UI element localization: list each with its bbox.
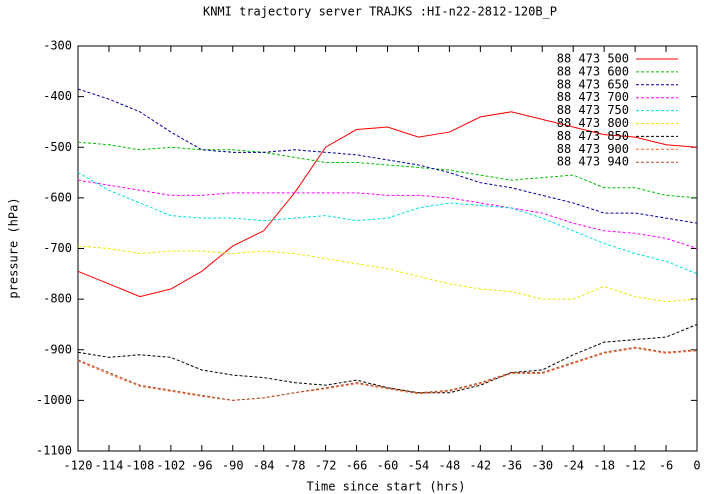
x-tick-label: -84: [253, 459, 275, 473]
x-tick-label: -90: [222, 459, 244, 473]
x-tick-label: -72: [315, 459, 337, 473]
x-tick-label: -120: [64, 459, 93, 473]
x-tick-label: -78: [284, 459, 306, 473]
series-line: [77, 346, 698, 401]
legend-label: 88 473 500: [557, 52, 629, 66]
x-tick-label: 0: [693, 459, 700, 473]
x-tick-label: -48: [439, 459, 461, 473]
x-tick-label: -102: [156, 459, 185, 473]
y-tick-label: -1100: [36, 444, 72, 458]
x-tick-label: -42: [470, 459, 492, 473]
legend-label: 88 473 940: [557, 155, 629, 169]
x-tick-label: -18: [593, 459, 615, 473]
legend-label: 88 473 800: [557, 116, 629, 130]
legend-label: 88 473 850: [557, 129, 629, 143]
series-line: [77, 172, 698, 275]
chart-title: KNMI trajectory server TRAJKS :HI-n22-28…: [203, 5, 557, 19]
x-tick-label: -114: [94, 459, 123, 473]
y-axis-label: pressure (hPa): [7, 197, 21, 298]
y-tick-label: -500: [43, 140, 72, 154]
series-line: [77, 347, 698, 401]
series-line: [77, 111, 698, 298]
series-line: [77, 88, 698, 224]
x-tick-label: -6: [659, 459, 673, 473]
y-tick-label: -900: [43, 342, 72, 356]
x-tick-label: -60: [377, 459, 399, 473]
x-tick-label: -12: [624, 459, 646, 473]
series-line: [77, 141, 698, 199]
series-line: [77, 323, 698, 394]
x-tick-label: -24: [562, 459, 584, 473]
x-axis-label: Time since start (hrs): [307, 480, 466, 494]
x-tick-label: -96: [191, 459, 213, 473]
legend-label: 88 473 650: [557, 77, 629, 91]
x-tick-label: -108: [125, 459, 154, 473]
x-tick-label: -54: [408, 459, 430, 473]
series-line: [77, 245, 698, 303]
x-tick-label: -36: [500, 459, 522, 473]
y-tick-label: -600: [43, 190, 72, 204]
y-tick-label: -800: [43, 292, 72, 306]
x-tick-label: -30: [531, 459, 553, 473]
series-line: [77, 179, 698, 249]
y-tick-label: -300: [43, 39, 72, 53]
y-tick-label: -1000: [36, 393, 72, 407]
legend-label: 88 473 600: [557, 64, 629, 78]
legend-label: 88 473 700: [557, 90, 629, 104]
x-tick-label: -66: [346, 459, 368, 473]
y-tick-label: -700: [43, 241, 72, 255]
legend-label: 88 473 900: [557, 142, 629, 156]
y-tick-label: -400: [43, 89, 72, 103]
legend-label: 88 473 750: [557, 103, 629, 117]
